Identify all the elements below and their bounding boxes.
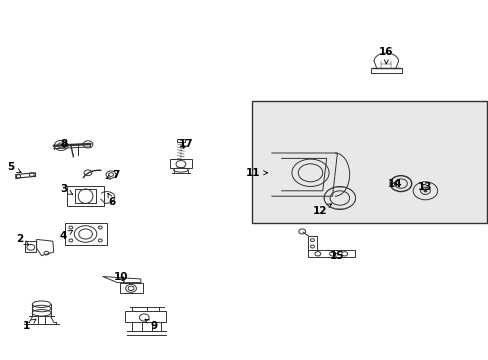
- FancyBboxPatch shape: [251, 101, 486, 223]
- Text: 4: 4: [60, 230, 73, 241]
- Text: 5: 5: [7, 162, 21, 172]
- Text: 1: 1: [23, 319, 36, 331]
- Text: 17: 17: [178, 139, 193, 149]
- Text: 10: 10: [114, 272, 128, 282]
- Circle shape: [423, 190, 426, 192]
- Bar: [307, 236, 316, 250]
- Text: 3: 3: [60, 184, 73, 194]
- Bar: [120, 283, 143, 293]
- Bar: [170, 159, 191, 168]
- Text: 16: 16: [378, 47, 393, 64]
- Bar: [67, 186, 103, 206]
- Bar: [75, 189, 96, 203]
- Text: 7: 7: [106, 170, 120, 180]
- Bar: [370, 68, 401, 73]
- Text: 15: 15: [329, 251, 344, 261]
- Bar: [307, 250, 354, 257]
- Text: 11: 11: [245, 168, 267, 178]
- Text: 12: 12: [312, 204, 331, 216]
- Text: 2: 2: [16, 234, 29, 245]
- Bar: [177, 139, 184, 142]
- Text: 6: 6: [108, 193, 116, 207]
- Text: 13: 13: [417, 182, 432, 192]
- Bar: [124, 311, 166, 322]
- Text: 14: 14: [387, 179, 402, 189]
- Text: 8: 8: [60, 139, 67, 149]
- Text: 9: 9: [144, 319, 157, 331]
- Bar: [25, 241, 36, 252]
- Bar: [65, 223, 106, 245]
